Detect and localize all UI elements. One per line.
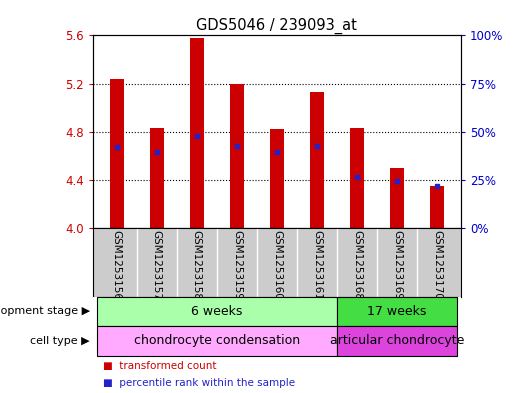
Text: ■  transformed count: ■ transformed count	[103, 361, 217, 371]
Text: articular chondrocyte: articular chondrocyte	[330, 334, 464, 347]
Bar	[97, 326, 337, 356]
Text: GSM1253169: GSM1253169	[392, 230, 402, 300]
Bar	[310, 92, 324, 228]
Text: cell type ▶: cell type ▶	[30, 336, 90, 346]
Text: GSM1253170: GSM1253170	[432, 230, 442, 300]
Text: GSM1253160: GSM1253160	[272, 230, 282, 300]
Text: GSM1253161: GSM1253161	[312, 230, 322, 300]
Bar	[430, 186, 444, 228]
Bar	[337, 326, 457, 356]
Text: GSM1253159: GSM1253159	[232, 230, 242, 300]
Text: GSM1253168: GSM1253168	[352, 230, 362, 300]
Text: 6 weeks: 6 weeks	[191, 305, 243, 318]
Text: 17 weeks: 17 weeks	[367, 305, 427, 318]
Bar	[110, 79, 124, 228]
Bar	[190, 38, 204, 228]
Bar	[230, 83, 244, 228]
Bar	[270, 129, 284, 228]
Text: chondrocyte condensation: chondrocyte condensation	[134, 334, 300, 347]
Bar	[390, 168, 404, 228]
Bar	[350, 128, 364, 228]
Bar	[150, 128, 164, 228]
Text: ■  percentile rank within the sample: ■ percentile rank within the sample	[103, 378, 296, 387]
Text: development stage ▶: development stage ▶	[0, 307, 90, 316]
Text: GSM1253157: GSM1253157	[152, 230, 162, 300]
Bar	[97, 297, 337, 326]
Text: GSM1253156: GSM1253156	[112, 230, 122, 300]
Text: GSM1253158: GSM1253158	[192, 230, 202, 300]
Bar	[337, 297, 457, 326]
Title: GDS5046 / 239093_at: GDS5046 / 239093_at	[197, 18, 357, 34]
